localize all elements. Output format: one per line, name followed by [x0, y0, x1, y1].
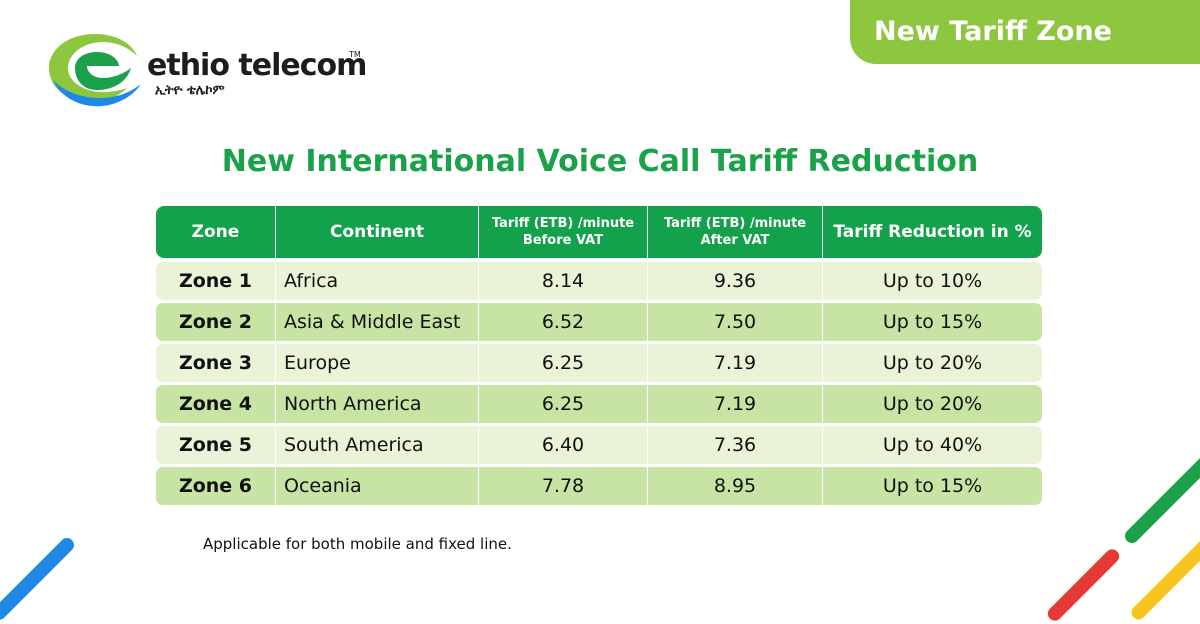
- reduction-cell: Up to 15%: [882, 475, 983, 497]
- table-body: Zone 1 Africa 8.14 9.36 Up to 10% Zone 2…: [156, 262, 1042, 505]
- continent-cell: North America: [276, 385, 479, 423]
- zone-cell: Zone 1: [156, 262, 276, 300]
- decorative-stripe-green: [1122, 444, 1200, 546]
- zone-cell: Zone 3: [156, 344, 276, 382]
- reduction-cell: Up to 10%: [882, 270, 983, 292]
- table-row: Zone 2 Asia & Middle East 6.52 7.50 Up t…: [156, 303, 1042, 341]
- continent-cell: South America: [276, 426, 479, 464]
- before-vat-cell: 7.78: [479, 467, 648, 505]
- after-vat-cell: 7.19: [648, 385, 823, 423]
- table-row: Zone 1 Africa 8.14 9.36 Up to 10%: [156, 262, 1042, 300]
- badge-label: New Tariff Zone: [874, 16, 1112, 47]
- reduction-cell: Up to 40%: [882, 434, 983, 456]
- continent-cell: Europe: [276, 344, 479, 382]
- ethio-telecom-swirl-icon: [49, 34, 141, 107]
- header-before-vat-line2: Before VAT: [522, 233, 604, 248]
- before-vat-cell: 6.40: [479, 426, 648, 464]
- header-continent: Continent: [276, 206, 479, 258]
- after-vat-cell: 9.36: [648, 262, 823, 300]
- decorative-stripe-red: [1044, 546, 1123, 624]
- continent-cell: Africa: [276, 262, 479, 300]
- reduction-cell: Up to 20%: [882, 393, 983, 415]
- brand-name: ethio telecom: [147, 48, 367, 83]
- header-zone: Zone: [156, 206, 276, 258]
- trademark-mark: TM: [349, 50, 361, 59]
- brand-name-amharic: ኢትዮ ቴሌኮም: [155, 83, 225, 98]
- table-row: Zone 6 Oceania 7.78 8.95 Up to 15%: [156, 467, 1042, 505]
- header-after-vat: Tariff (ETB) /minute After VAT: [648, 206, 823, 258]
- ethio-telecom-logo: ethio telecom TM ኢትዮ ቴሌኮም: [45, 28, 375, 118]
- header-before-vat: Tariff (ETB) /minute Before VAT: [479, 206, 648, 258]
- before-vat-cell: 6.25: [479, 344, 648, 382]
- continent-cell: Oceania: [276, 467, 479, 505]
- reduction-cell: Up to 15%: [882, 311, 983, 333]
- after-vat-cell: 7.19: [648, 344, 823, 382]
- continent-cell: Asia & Middle East: [276, 303, 479, 341]
- before-vat-cell: 6.25: [479, 385, 648, 423]
- table-row: Zone 3 Europe 6.25 7.19 Up to 20%: [156, 344, 1042, 382]
- new-tariff-zone-badge: New Tariff Zone: [850, 0, 1200, 64]
- table-row: Zone 4 North America 6.25 7.19 Up to 20%: [156, 385, 1042, 423]
- table-header: Zone Continent Tariff (ETB) /minute Befo…: [156, 206, 1042, 258]
- page-title: New International Voice Call Tariff Redu…: [221, 144, 979, 179]
- applicability-note: Applicable for both mobile and fixed lin…: [203, 535, 512, 553]
- zone-cell: Zone 2: [156, 303, 276, 341]
- before-vat-cell: 6.52: [479, 303, 648, 341]
- zone-cell: Zone 6: [156, 467, 276, 505]
- reduction-cell: Up to 20%: [882, 352, 983, 374]
- header-after-vat-line1: Tariff (ETB) /minute: [663, 216, 807, 231]
- before-vat-cell: 8.14: [479, 262, 648, 300]
- tariff-table: Zone Continent Tariff (ETB) /minute Befo…: [156, 206, 1042, 505]
- after-vat-cell: 7.50: [648, 303, 823, 341]
- decorative-stripe-yellow: [1128, 527, 1200, 623]
- header-reduction: Tariff Reduction in %: [833, 222, 1032, 242]
- zone-cell: Zone 5: [156, 426, 276, 464]
- zone-cell: Zone 4: [156, 385, 276, 423]
- table-row: Zone 5 South America 6.40 7.36 Up to 40%: [156, 426, 1042, 464]
- header-before-vat-line1: Tariff (ETB) /minute: [491, 216, 635, 231]
- after-vat-cell: 8.95: [648, 467, 823, 505]
- after-vat-cell: 7.36: [648, 426, 823, 464]
- header-after-vat-line2: After VAT: [700, 233, 770, 248]
